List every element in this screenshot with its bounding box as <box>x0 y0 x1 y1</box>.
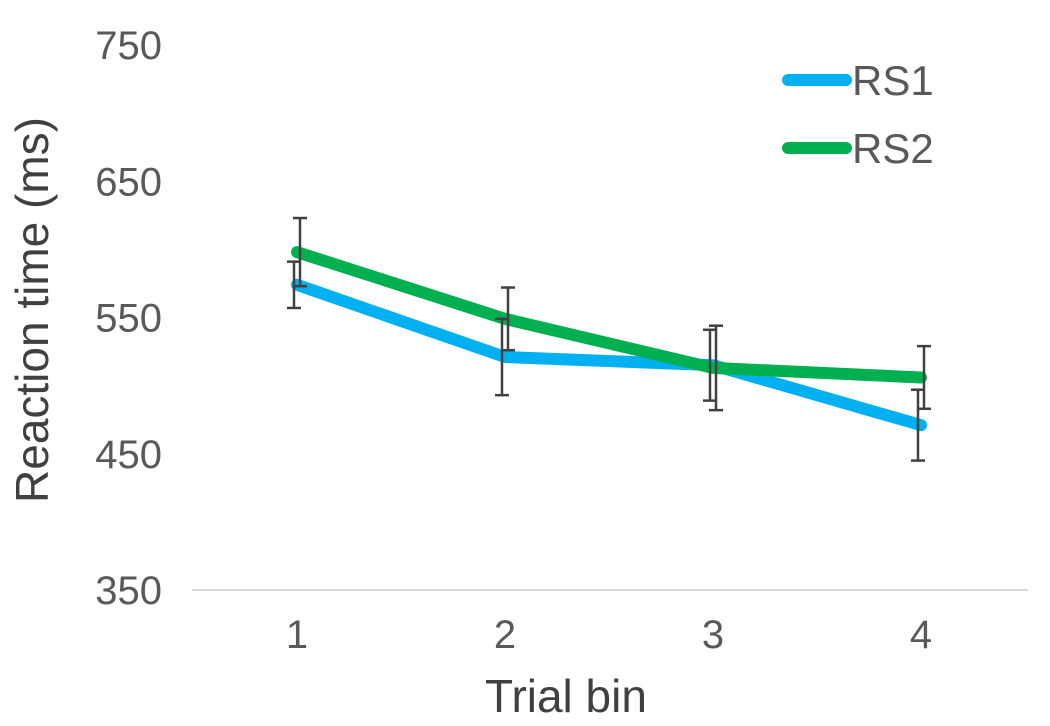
y-tick-label-650: 650 <box>95 160 162 204</box>
error-bars-layer <box>287 216 931 462</box>
series-line-rs2 <box>291 246 927 384</box>
y-axis-ticks: 350 450 550 650 750 <box>95 24 162 613</box>
y-tick-label-450: 450 <box>95 433 162 477</box>
y-tick-label-750: 750 <box>95 24 162 68</box>
x-axis-title: Trial bin <box>485 670 647 722</box>
legend-label: RS2 <box>852 125 934 172</box>
series-line-rs1 <box>291 278 927 432</box>
error-bar-rs1-2 <box>495 317 509 397</box>
error-bar-rs2-4 <box>917 344 931 411</box>
legend-item-rs2: RS2 <box>782 125 934 172</box>
x-tick-label-2: 2 <box>494 613 516 657</box>
error-bar-rs1-3 <box>703 328 717 402</box>
legend-item-rs1: RS1 <box>782 57 934 104</box>
x-tick-label-3: 3 <box>702 613 724 657</box>
x-tick-label-4: 4 <box>910 613 932 657</box>
error-bar-rs2-2 <box>501 286 515 352</box>
error-bar-rs1-1 <box>287 260 301 310</box>
y-axis-title: Reaction time (ms) <box>6 117 58 503</box>
error-bar-rs2-3 <box>709 324 723 412</box>
x-axis-ticks: 1 2 3 4 <box>286 613 932 657</box>
legend-label: RS1 <box>852 57 934 104</box>
x-tick-label-1: 1 <box>286 613 308 657</box>
error-bar-rs2-1 <box>293 216 307 288</box>
y-tick-label-350: 350 <box>95 569 162 613</box>
y-tick-label-550: 550 <box>95 297 162 341</box>
series-layer <box>291 246 927 432</box>
error-bar-rs1-4 <box>911 388 925 462</box>
